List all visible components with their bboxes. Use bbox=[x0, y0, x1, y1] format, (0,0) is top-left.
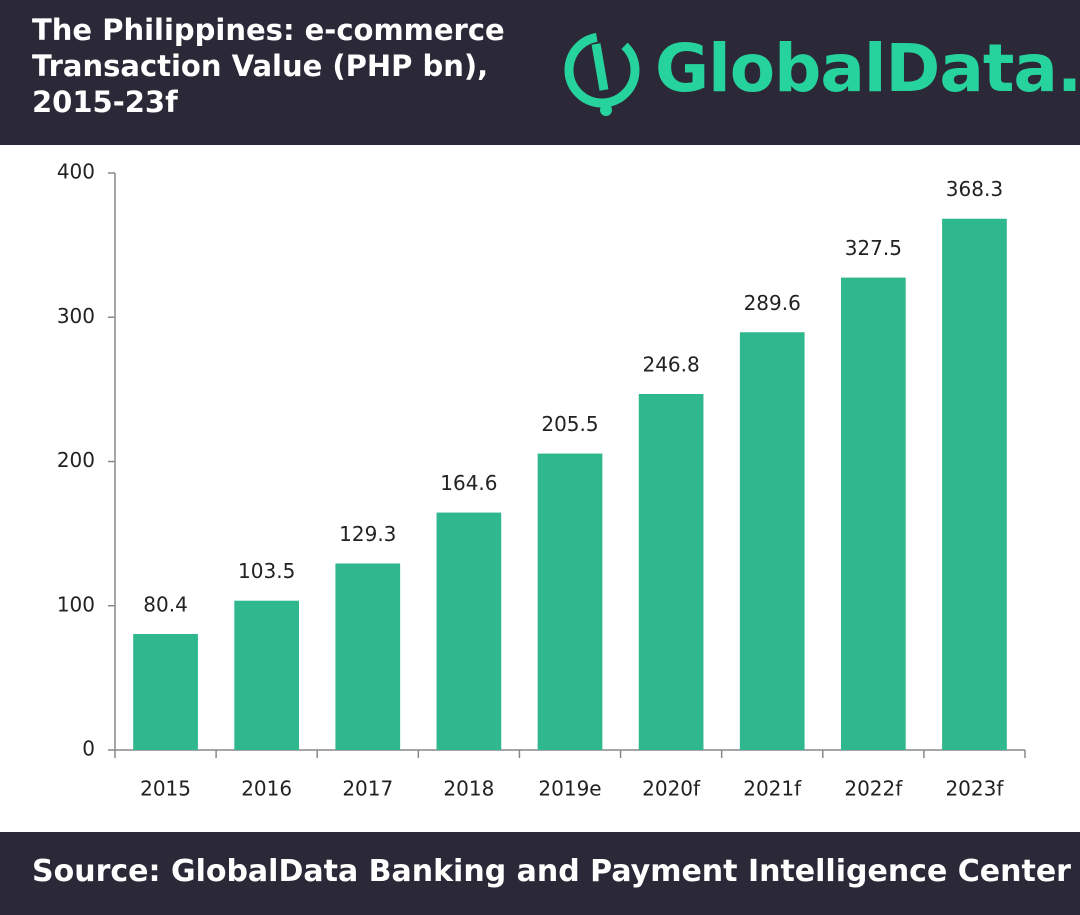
footer: Source: GlobalData Banking and Payment I… bbox=[0, 832, 1080, 915]
y-tick-label: 0 bbox=[82, 737, 95, 761]
y-tick-label: 100 bbox=[57, 592, 95, 616]
x-tick-label: 2017 bbox=[342, 777, 393, 801]
bar bbox=[436, 512, 502, 750]
bar bbox=[335, 563, 401, 750]
x-tick-label: 2022f bbox=[844, 777, 903, 801]
logo-ring bbox=[564, 32, 640, 108]
x-tick-label: 2016 bbox=[241, 777, 292, 801]
data-label: 205.5 bbox=[541, 412, 598, 436]
chart: 0 100 200 300 400 2015 80.4 2016 103.5 2017 129.3 2… bbox=[57, 160, 1026, 801]
data-label: 368.3 bbox=[946, 177, 1003, 201]
bar bbox=[739, 332, 805, 750]
source: Source: GlobalData Banking and Payment I… bbox=[32, 854, 1071, 889]
data-label: 246.8 bbox=[642, 352, 699, 376]
data-label: 327.5 bbox=[845, 236, 902, 260]
bar bbox=[638, 393, 704, 750]
data-label: 289.6 bbox=[744, 291, 801, 315]
chart-title: The Philippines: e-commerce Transaction … bbox=[32, 13, 505, 119]
bar bbox=[234, 600, 300, 750]
bar bbox=[537, 453, 603, 750]
x-tick-label: 2021f bbox=[743, 777, 802, 801]
x-tick-label: 2020f bbox=[642, 777, 701, 801]
logo: GlobalData. bbox=[655, 30, 1080, 107]
header: The Philippines: e-commerce Transaction … bbox=[0, 0, 1080, 145]
x-tick-label: 2015 bbox=[140, 777, 191, 801]
y-tick-label: 300 bbox=[57, 304, 95, 328]
y-tick-label: 400 bbox=[57, 160, 95, 184]
y-tick-label: 200 bbox=[57, 448, 95, 472]
data-label: 103.5 bbox=[238, 559, 295, 583]
x-tick-label: 2019e bbox=[538, 777, 601, 801]
data-label: 129.3 bbox=[339, 522, 396, 546]
bar bbox=[840, 277, 906, 750]
logo-dot bbox=[600, 104, 612, 116]
data-label: 80.4 bbox=[143, 593, 188, 617]
bar bbox=[942, 218, 1007, 751]
x-tick-label: 2023f bbox=[945, 777, 1004, 801]
logo-icon bbox=[564, 32, 640, 116]
x-tick-label: 2018 bbox=[443, 777, 494, 801]
logo-bar bbox=[591, 43, 609, 91]
data-label: 164.6 bbox=[440, 471, 497, 495]
bar bbox=[133, 634, 198, 750]
